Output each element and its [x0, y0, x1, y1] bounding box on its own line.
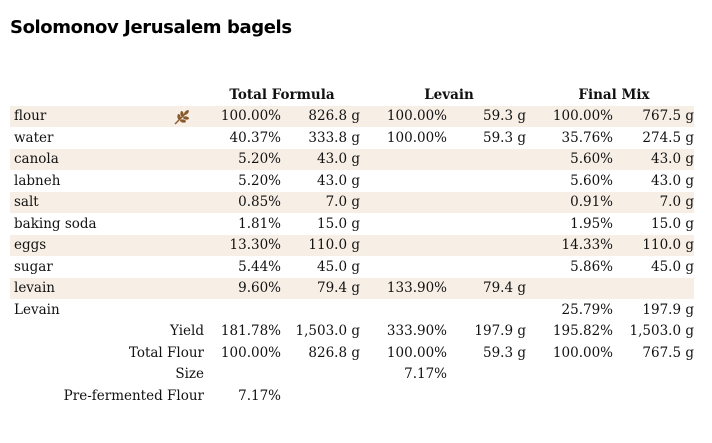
cell-fm-pct: 5.60%: [570, 172, 613, 189]
cell-lv-pct: 100.00%: [386, 129, 447, 146]
summary-label: Pre-fermented Flour: [63, 387, 204, 404]
summary-tf-pct: 181.78%: [220, 323, 281, 339]
cell-tf-wt: 826.8 g: [308, 108, 360, 124]
summary-fm-pct: 100.00%: [552, 344, 613, 361]
recipe-title: Solomonov Jerusalem bagels: [10, 17, 292, 38]
ingredient-name: baking soda: [14, 215, 97, 232]
table-row: flour 100.00% 826.8 g 100.00% 59.3 g 100.00% 7…: [10, 106, 694, 127]
summary-tf-wt: 826.8 g: [308, 344, 360, 361]
ingredient-name: canola: [14, 151, 59, 167]
cell-tf-wt: 45.0 g: [317, 258, 360, 275]
summary-fm-wt: 1,503.0 g: [629, 323, 694, 339]
cell-fm-wt: 7.0 g: [659, 194, 694, 210]
summary-label: Size: [175, 366, 204, 382]
cell-fm-wt: 197.9 g: [642, 301, 694, 318]
cell-tf-wt: 110.0 g: [308, 237, 360, 253]
cell-fm-wt: 43.0 g: [651, 172, 694, 189]
cell-lv-pct: 133.90%: [386, 280, 447, 296]
cell-fm-wt: 45.0 g: [651, 258, 694, 275]
cell-fm-wt: 274.5 g: [642, 129, 694, 146]
cell-tf-wt: 7.0 g: [325, 194, 360, 210]
header-total-formula: Total Formula: [229, 87, 335, 103]
cell-lv-wt: 79.4 g: [483, 280, 526, 296]
ingredient-name: flour: [14, 108, 47, 124]
header-final-mix: Final Mix: [578, 87, 650, 103]
summary-lv-wt: 59.3 g: [483, 344, 526, 361]
summary-tf-pct: 7.17%: [238, 387, 281, 404]
summary-row: Pre-fermented Flour 7.17%: [10, 386, 694, 407]
cell-tf-wt: 333.8 g: [308, 129, 360, 146]
cell-fm-pct: 5.86%: [570, 258, 613, 275]
cell-lv-wt: 59.3 g: [483, 108, 526, 124]
cell-fm-pct: 25.79%: [561, 301, 613, 318]
cell-tf-pct: 9.60%: [238, 280, 281, 296]
cell-tf-pct: 40.37%: [229, 129, 281, 146]
cell-tf-wt: 15.0 g: [317, 215, 360, 232]
table-row: eggs 13.30% 110.0 g 14.33% 110.0 g: [10, 235, 694, 256]
summary-row: Size 7.17%: [10, 364, 694, 385]
summary-fm-wt: 767.5 g: [642, 344, 694, 361]
cell-tf-pct: 100.00%: [220, 108, 281, 124]
ingredient-name: levain: [14, 280, 55, 296]
cell-tf-wt: 43.0 g: [317, 172, 360, 189]
ingredient-name: Levain: [14, 301, 60, 318]
summary-lv-pct: 333.90%: [386, 323, 447, 339]
cell-fm-wt: 15.0 g: [651, 215, 694, 232]
summary-row: Total Flour 100.00% 826.8 g 100.00% 59.3 g 10…: [10, 343, 694, 364]
cell-fm-pct: 0.91%: [570, 194, 613, 210]
ingredient-name: eggs: [14, 237, 47, 253]
ingredient-name: salt: [14, 194, 39, 210]
ingredient-name: water: [14, 129, 54, 146]
cell-fm-wt: 767.5 g: [642, 108, 694, 124]
summary-fm-pct: 195.82%: [552, 323, 613, 339]
summary-lv-pct: 7.17%: [404, 366, 447, 382]
table-row: canola 5.20% 43.0 g 5.60% 43.0 g: [10, 149, 694, 170]
cell-tf-pct: 1.81%: [238, 215, 281, 232]
cell-lv-pct: 100.00%: [386, 108, 447, 124]
table-row: labneh 5.20% 43.0 g 5.60% 43.0 g: [10, 171, 694, 192]
summary-row: Yield 181.78% 1,503.0 g 333.90% 197.9 g 195.8…: [10, 321, 694, 342]
header-levain: Levain: [424, 87, 474, 103]
cell-tf-pct: 5.20%: [238, 172, 281, 189]
table-row: baking soda 1.81% 15.0 g 1.95% 15.0 g: [10, 214, 694, 235]
ingredient-name: sugar: [14, 258, 53, 275]
cell-fm-pct: 14.33%: [561, 237, 613, 253]
table-row: levain 9.60% 79.4 g 133.90% 79.4 g: [10, 278, 694, 299]
cell-tf-pct: 5.20%: [238, 151, 281, 167]
wheat-icon: [174, 110, 189, 125]
summary-label: Yield: [170, 323, 204, 339]
cell-fm-pct: 100.00%: [552, 108, 613, 124]
cell-lv-wt: 59.3 g: [483, 129, 526, 146]
table-row: water 40.37% 333.8 g 100.00% 59.3 g 35.76% 274…: [10, 128, 694, 149]
summary-lv-pct: 100.00%: [386, 344, 447, 361]
ingredient-name: labneh: [14, 172, 61, 189]
cell-tf-pct: 0.85%: [238, 194, 281, 210]
cell-fm-wt: 43.0 g: [651, 151, 694, 167]
cell-tf-wt: 43.0 g: [317, 151, 360, 167]
table-row: sugar 5.44% 45.0 g 5.86% 45.0 g: [10, 257, 694, 278]
table-row: Levain 25.79% 197.9 g: [10, 300, 694, 321]
table-row: salt 0.85% 7.0 g 0.91% 7.0 g: [10, 192, 694, 213]
summary-tf-pct: 100.00%: [220, 344, 281, 361]
summary-lv-wt: 197.9 g: [474, 323, 526, 339]
cell-fm-pct: 5.60%: [570, 151, 613, 167]
cell-tf-wt: 79.4 g: [317, 280, 360, 296]
cell-fm-wt: 110.0 g: [642, 237, 694, 253]
summary-label: Total Flour: [128, 344, 204, 361]
cell-fm-pct: 35.76%: [561, 129, 613, 146]
cell-tf-pct: 13.30%: [229, 237, 281, 253]
cell-fm-pct: 1.95%: [570, 215, 613, 232]
summary-tf-wt: 1,503.0 g: [295, 323, 360, 339]
cell-tf-pct: 5.44%: [238, 258, 281, 275]
